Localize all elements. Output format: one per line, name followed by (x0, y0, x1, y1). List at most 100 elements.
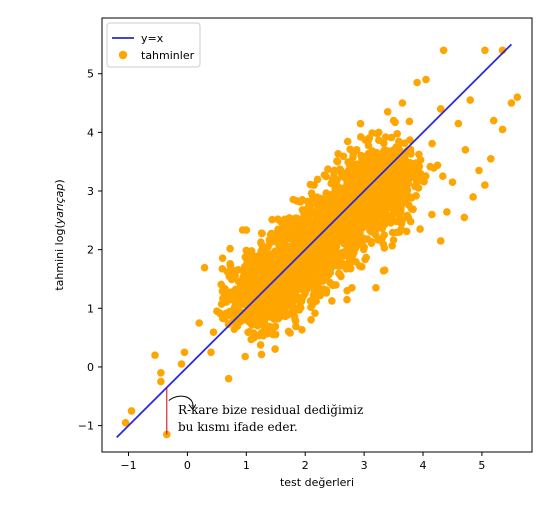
scatter-point (331, 181, 340, 189)
scatter-point (415, 150, 423, 159)
x-tick-label: 1 (243, 459, 250, 472)
y-tick-label: 2 (87, 244, 94, 257)
scatter-point (387, 212, 396, 221)
scatter-point (389, 116, 398, 125)
scatter-point (309, 291, 318, 300)
scatter-point (344, 158, 352, 166)
scatter-point (271, 322, 280, 331)
scatter-point (268, 215, 276, 224)
scatter-point (371, 212, 379, 221)
scatter-point (298, 196, 307, 204)
scatter-point (281, 215, 289, 224)
scatter-point (387, 191, 396, 200)
scatter-point (254, 282, 262, 291)
scatter-point (283, 310, 292, 318)
scatter-point (316, 291, 325, 300)
scatter-point (260, 310, 268, 319)
scatter-point (291, 317, 300, 326)
scatter-point (240, 269, 248, 278)
scatter-point (333, 192, 342, 200)
scatter-point (284, 234, 292, 243)
scatter-point (318, 216, 327, 224)
scatter-point (200, 263, 209, 272)
scatter-point (298, 326, 306, 334)
scatter-point (242, 226, 251, 234)
scatter-point (361, 170, 369, 179)
scatter-point (422, 75, 430, 84)
scatter-point (305, 267, 313, 276)
x-tick-label: 2 (302, 459, 309, 472)
y-tick-label: 4 (87, 126, 94, 139)
y-tick-label: 5 (87, 68, 94, 81)
scatter-point (240, 286, 249, 295)
scatter-point (400, 180, 409, 188)
residual-annotation: R-kare bize residual dediğimiz bu kısmı … (166, 387, 363, 435)
scatter-point (373, 167, 381, 176)
scatter-point (335, 269, 343, 278)
scatter-point (245, 328, 254, 336)
scatter-point (247, 247, 256, 255)
scatter-point (397, 158, 406, 166)
legend-label-line: y=x (141, 32, 164, 45)
scatter-point (507, 99, 516, 107)
scatter-point (306, 297, 315, 305)
scatter-point (371, 230, 380, 239)
scatter-point (409, 205, 417, 214)
scatter-point (218, 254, 227, 262)
scatter-point (270, 235, 279, 243)
scatter-point (213, 307, 221, 316)
scatter-point (257, 229, 266, 237)
scatter-point (398, 216, 407, 224)
scatter-point (299, 281, 307, 289)
scatter-point (244, 294, 252, 302)
scatter-point (353, 160, 361, 168)
scatter-point (343, 137, 352, 146)
scatter-point (439, 46, 448, 55)
scatter-point (234, 266, 242, 274)
scatter-point (362, 253, 371, 262)
scatter-point (284, 327, 293, 336)
scatter-point (489, 116, 498, 125)
scatter-point (386, 219, 395, 227)
annotation-arrow-head (188, 404, 197, 411)
scatter-point (398, 99, 407, 107)
scatter-point (413, 162, 421, 171)
scatter-point (378, 224, 387, 233)
scatter-point (364, 149, 373, 158)
scatter-point (469, 193, 477, 201)
scatter-point (389, 146, 398, 154)
y-tick-label: −1 (78, 420, 94, 433)
scatter-point (388, 242, 397, 250)
scatter-point (383, 108, 392, 116)
scatter-point (285, 222, 294, 231)
scatter-point (151, 351, 159, 360)
scatter-point (279, 227, 287, 236)
scatter-point (311, 217, 319, 226)
scatter-point (380, 231, 389, 239)
scatter-point (291, 286, 300, 294)
scatter-point (350, 217, 358, 225)
scatter-point (311, 309, 319, 318)
scatter-point (466, 96, 475, 104)
scatter-point (368, 238, 376, 246)
scatter-point (127, 407, 136, 415)
scatter-point (276, 311, 285, 319)
scatter-point (226, 244, 234, 253)
x-tick-label: 0 (184, 459, 191, 472)
scatter-point (356, 119, 365, 128)
scatter-point (311, 261, 320, 269)
scatter-point (343, 295, 351, 304)
scatter-point (177, 360, 186, 368)
scatter-point (385, 164, 394, 172)
scatter-point (237, 294, 245, 303)
scatter-point (303, 213, 311, 222)
scatter-point (251, 273, 259, 281)
scatter-point (222, 309, 230, 318)
scatter-point (257, 264, 266, 273)
scatter-point (307, 303, 315, 312)
scatter-point (231, 304, 239, 312)
scatter-point (250, 318, 258, 326)
scatter-point (352, 146, 361, 154)
scatter-point (380, 139, 388, 148)
